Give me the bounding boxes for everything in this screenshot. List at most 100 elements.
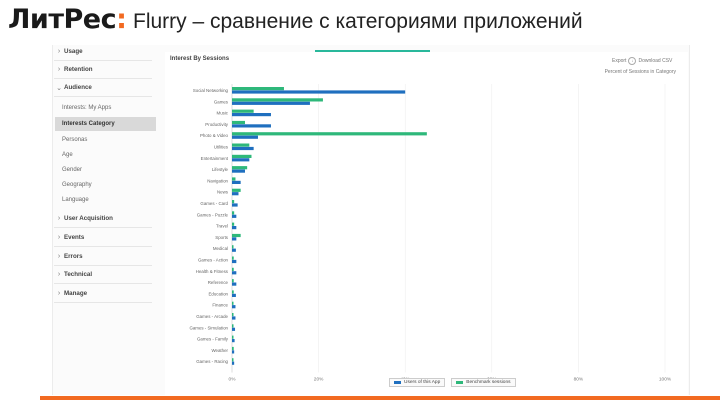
- bar-benchmark: [232, 245, 234, 249]
- category-label: Games - Family: [197, 337, 229, 342]
- bar-users: [232, 237, 237, 241]
- subnav-interests-my-apps[interactable]: Interests: My Apps: [62, 105, 112, 111]
- bar-users: [232, 214, 237, 218]
- bar-benchmark: [232, 267, 234, 271]
- category-label: Education: [208, 291, 228, 296]
- bar-users: [232, 124, 271, 128]
- bar-benchmark: [232, 188, 241, 192]
- bar-users: [232, 305, 236, 309]
- category-label: Weather: [211, 348, 228, 353]
- category-label: Games - Puzzle: [197, 212, 229, 217]
- bar-benchmark: [232, 222, 235, 226]
- category-label: News: [217, 190, 229, 195]
- category-label: Reference: [208, 280, 229, 285]
- bar-users: [232, 282, 237, 286]
- bar-benchmark: [232, 109, 254, 113]
- panel-title: Interest By Sessions: [170, 56, 230, 62]
- bar-benchmark: [232, 256, 234, 260]
- subnav-gender[interactable]: Gender: [62, 167, 83, 173]
- chevron-right-icon: ›: [57, 253, 61, 260]
- legend-item-users[interactable]: Users of this App: [389, 378, 446, 387]
- nav-label: Audience: [64, 84, 92, 91]
- category-label: Photo & Video: [200, 133, 229, 138]
- download-csv-button[interactable]: Download CSV: [638, 58, 673, 64]
- nav-events[interactable]: › Events: [54, 229, 152, 247]
- bar-users: [232, 158, 250, 162]
- subnav-geography[interactable]: Geography: [62, 182, 92, 188]
- bar-benchmark: [232, 279, 234, 283]
- chevron-right-icon: ›: [57, 271, 61, 278]
- bar-users: [232, 146, 254, 151]
- export-button[interactable]: Export: [612, 58, 627, 64]
- nav-user-acquisition[interactable]: › User Acquisition: [54, 210, 152, 228]
- litres-logo: ЛитРес:: [8, 4, 127, 35]
- category-label: Games - Card: [200, 201, 228, 206]
- bar-users: [232, 271, 237, 275]
- nav-errors[interactable]: › Errors: [54, 248, 152, 266]
- subnav-language[interactable]: Language: [62, 197, 89, 203]
- bar-benchmark: [232, 132, 427, 136]
- legend-label: Users of this App: [404, 380, 441, 385]
- category-label: Finance: [212, 303, 228, 308]
- bar-users: [232, 135, 258, 139]
- chevron-right-icon: ›: [57, 66, 61, 73]
- bar-benchmark: [232, 346, 234, 351]
- chevron-right-icon: ›: [57, 215, 61, 222]
- bar-users: [232, 203, 238, 207]
- subnav-personas[interactable]: Personas: [62, 137, 88, 143]
- nav-label: Manage: [64, 290, 88, 297]
- x-tick-label: 20%: [314, 377, 324, 383]
- bar-benchmark: [232, 166, 248, 170]
- category-label: Health & Fitness: [196, 269, 229, 274]
- nav-usage[interactable]: › Usage: [54, 43, 152, 61]
- bar-users: [232, 327, 236, 331]
- sidebar-nav: › Usage › Retention ⌄ Audience Interests: M…: [54, 43, 156, 315]
- download-icon[interactable]: ↓: [628, 57, 637, 65]
- bar-users: [232, 169, 245, 173]
- nav-label: Retention: [64, 66, 93, 73]
- nav-manage[interactable]: › Manage: [54, 285, 152, 303]
- bar-users: [232, 90, 406, 94]
- bar-benchmark: [232, 143, 250, 147]
- nav-label: User Acquisition: [64, 215, 113, 222]
- slide-header: ЛитРес: Flurry – сравнение с категориями…: [0, 0, 720, 46]
- bar-benchmark: [232, 98, 323, 102]
- subnav-interests-category[interactable]: Interests Category: [55, 117, 156, 131]
- slide-title: Flurry – сравнение с категориями приложе…: [133, 10, 583, 33]
- category-label: Games: [214, 99, 229, 104]
- tab-indicator: [315, 50, 430, 52]
- bar-benchmark: [232, 313, 234, 317]
- legend-label: Benchmark sessions: [466, 380, 511, 385]
- chevron-down-icon: ⌄: [56, 84, 62, 92]
- chevron-right-icon: ›: [57, 234, 61, 241]
- category-label: Productivity: [205, 122, 228, 127]
- nav-retention[interactable]: › Retention: [54, 61, 152, 79]
- category-label: Lifestyle: [212, 167, 229, 172]
- bar-benchmark: [232, 177, 236, 181]
- subnav-age[interactable]: Age: [62, 152, 73, 158]
- category-label: Games - Arcade: [196, 314, 228, 319]
- bar-benchmark: [232, 154, 252, 158]
- nav-audience[interactable]: ⌄ Audience: [54, 79, 152, 97]
- category-label: Social Networking: [193, 88, 229, 93]
- category-label: Medical: [213, 246, 228, 251]
- metric-selector[interactable]: Percent of Sessions in Category: [604, 69, 676, 75]
- category-label: Entertainment: [201, 156, 229, 161]
- legend-item-benchmark[interactable]: Benchmark sessions: [451, 378, 516, 387]
- bar-users: [232, 226, 237, 230]
- nav-label: Technical: [64, 271, 93, 278]
- category-label: Utilities: [214, 145, 229, 150]
- category-label: Games - Action: [198, 258, 229, 263]
- nav-technical[interactable]: › Technical: [54, 266, 152, 284]
- chart-legend: Users of this App Benchmark sessions: [389, 378, 516, 387]
- logo-text: ЛитРес: [8, 4, 117, 35]
- bar-benchmark: [232, 211, 235, 215]
- nav-label: Errors: [64, 253, 83, 260]
- nav-label: Events: [64, 234, 85, 241]
- bar-users: [232, 339, 235, 343]
- category-label: Games - Racing: [196, 359, 228, 364]
- category-label: Sports: [215, 235, 228, 240]
- legend-swatch-green: [456, 381, 464, 384]
- logo-colon: :: [116, 4, 127, 35]
- category-label: Music: [217, 111, 229, 116]
